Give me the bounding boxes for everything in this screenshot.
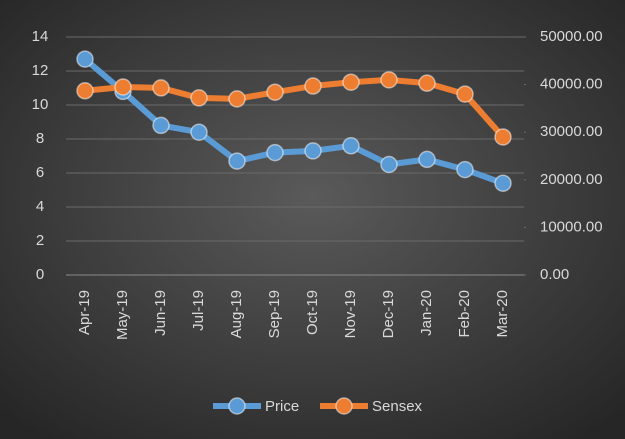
y-tick-label: 4 (36, 198, 44, 215)
legend-label: Sensex (372, 398, 423, 415)
y-tick-label: 14 (32, 28, 49, 45)
y-tick-label: 2 (36, 232, 44, 249)
y2-tick-label: 10000.00 (540, 218, 603, 235)
point-marker (228, 152, 246, 170)
point-marker (418, 74, 436, 92)
point-marker (190, 89, 208, 107)
legend-marker (228, 397, 246, 415)
y-tick-label: 0 (36, 266, 44, 283)
y-tick-label: 8 (36, 130, 44, 147)
x-tick-label: Aug-19 (228, 290, 245, 338)
point-marker (228, 90, 246, 108)
y2-tick-label: 40000.00 (540, 76, 603, 93)
point-marker (342, 137, 360, 155)
x-tick-label: Jul-19 (190, 290, 207, 331)
x-tick-label: Oct-19 (304, 290, 321, 335)
x-tick-label: Dec-19 (380, 290, 397, 338)
y-tick-label: 12 (32, 62, 49, 79)
x-tick-label: Jan-20 (418, 290, 435, 336)
legend-marker (335, 397, 353, 415)
x-tick-label: Feb-20 (456, 290, 473, 338)
y2-tick-label: 20000.00 (540, 171, 603, 188)
x-tick-label: May-19 (114, 290, 131, 340)
point-marker (190, 123, 208, 141)
x-tick-label: Sep-19 (266, 290, 283, 338)
point-marker (114, 78, 132, 96)
x-tick-label: Mar-20 (494, 290, 511, 338)
y2-tick-label: 50000.00 (540, 28, 603, 45)
point-marker (456, 85, 474, 103)
point-marker (76, 50, 94, 68)
point-marker (380, 71, 398, 89)
y-tick-label: 10 (32, 96, 49, 113)
point-marker (456, 160, 474, 179)
point-marker (152, 79, 170, 97)
point-marker (76, 82, 94, 100)
point-marker (304, 77, 322, 95)
point-marker (342, 73, 360, 91)
point-marker (152, 116, 170, 135)
x-tick-label: Jun-19 (152, 290, 169, 336)
point-marker (304, 142, 322, 160)
x-tick-label: Apr-19 (76, 290, 93, 335)
y2-tick-label: 30000.00 (540, 123, 603, 140)
y2-tick-label: 0.00 (540, 266, 569, 283)
point-marker (418, 150, 436, 169)
point-marker (266, 143, 284, 162)
x-tick-label: Nov-19 (342, 290, 359, 338)
point-marker (494, 174, 512, 192)
y-tick-label: 6 (36, 164, 44, 181)
point-marker (380, 155, 398, 174)
point-marker (494, 128, 512, 146)
legend-label: Price (265, 398, 299, 415)
point-marker (266, 83, 284, 101)
